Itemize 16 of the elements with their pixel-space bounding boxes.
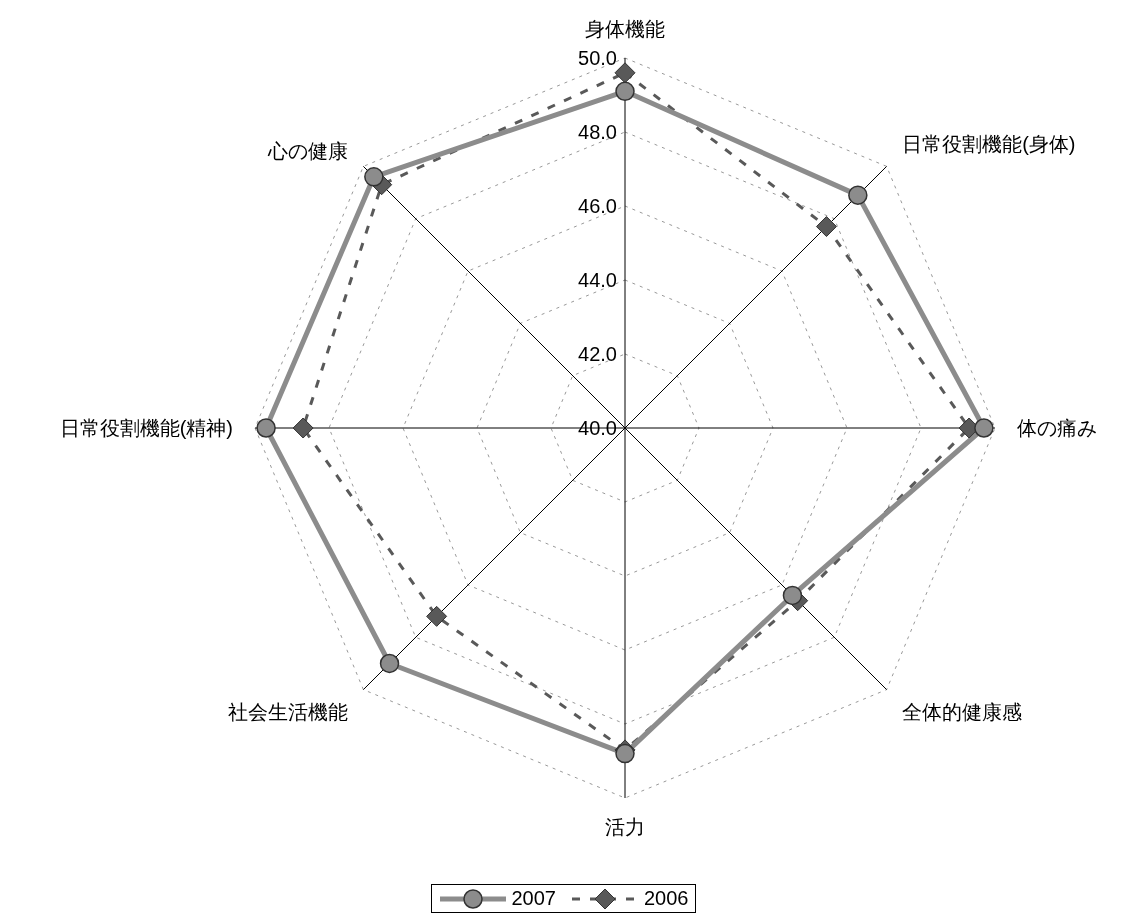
y-tick-label: 50.0 (578, 47, 617, 69)
y-tick-label: 48.0 (578, 121, 617, 143)
spoke-label: 日常役割機能(身体) (902, 132, 1076, 155)
spoke-label: 身体機能 (585, 18, 665, 40)
legend-label: 2007 (511, 887, 556, 910)
y-tick-label: 46.0 (578, 195, 617, 217)
legend-label: 2006 (644, 887, 689, 910)
spoke-label: 心の健康 (266, 139, 348, 162)
y-tick-label: 40.0 (578, 417, 617, 439)
spoke-label: 活力 (605, 816, 645, 839)
y-tick-label: 42.0 (578, 343, 617, 365)
spoke-label: 全体的健康感 (902, 701, 1023, 724)
spoke-label: 体の痛み (1017, 417, 1097, 440)
spoke-label: 日常役割機能(精神) (59, 417, 233, 440)
spoke-label: 社会生活機能 (227, 701, 348, 724)
y-tick-label: 44.0 (578, 269, 617, 291)
